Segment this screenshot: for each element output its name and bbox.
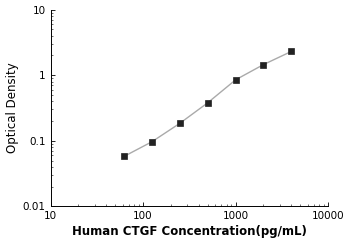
X-axis label: Human CTGF Concentration(pg/mL): Human CTGF Concentration(pg/mL) (72, 225, 307, 238)
Y-axis label: Optical Density: Optical Density (6, 63, 19, 153)
